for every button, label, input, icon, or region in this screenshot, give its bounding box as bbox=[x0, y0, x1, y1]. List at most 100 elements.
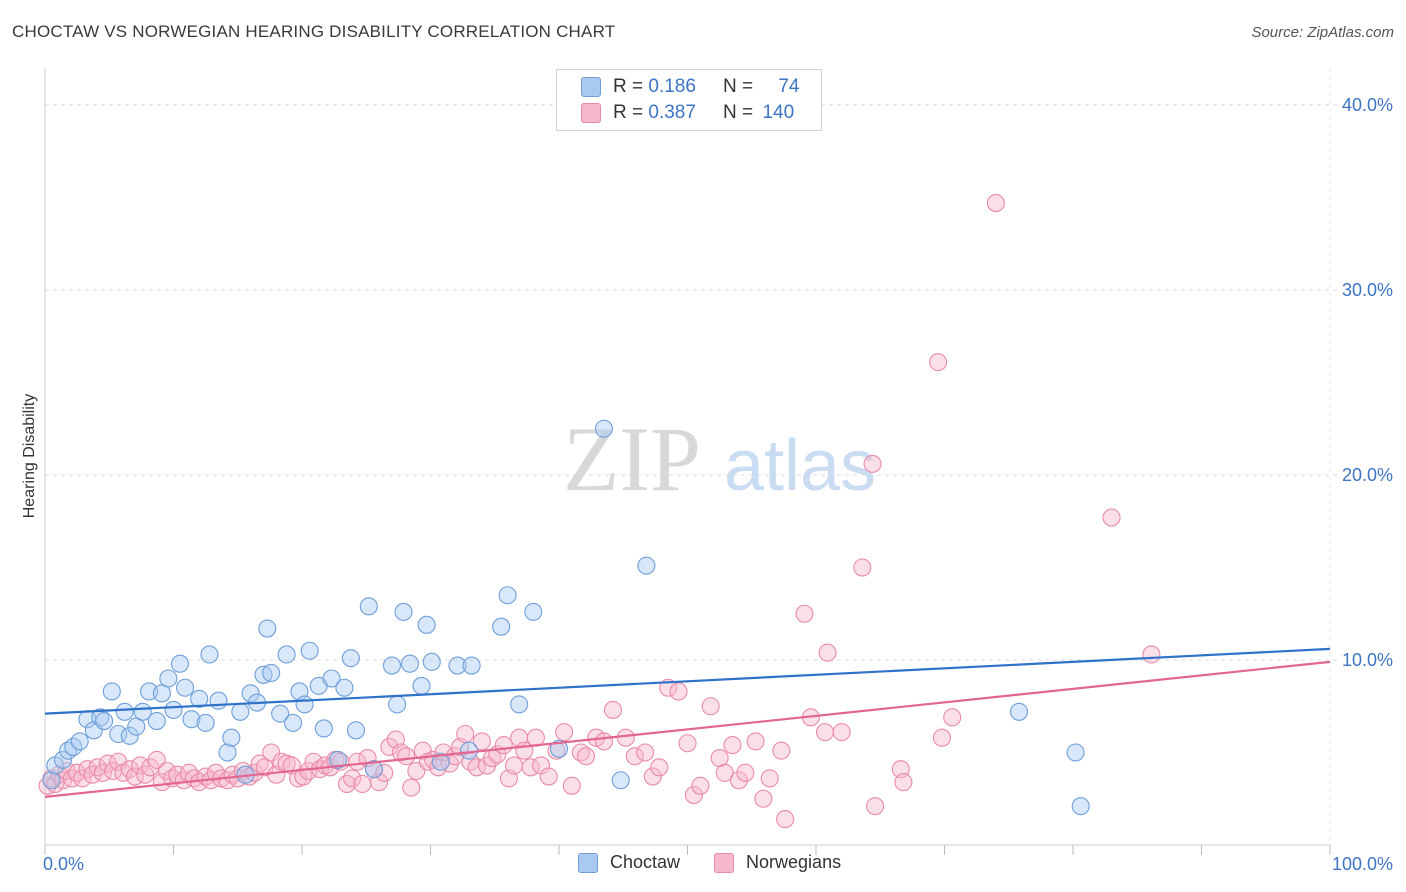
choctaw-point bbox=[388, 695, 407, 714]
y-tick-label: 40.0% bbox=[1342, 95, 1393, 115]
choctaw-point bbox=[200, 645, 219, 664]
norwegians-point bbox=[343, 769, 362, 788]
norwegians-point bbox=[603, 700, 623, 720]
choctaw-point bbox=[53, 750, 73, 769]
choctaw-point bbox=[102, 682, 121, 701]
x-tick-label: 100.0% bbox=[1332, 854, 1393, 874]
norwegians-point bbox=[348, 752, 367, 771]
series-legend-swatch-norwegians bbox=[714, 852, 735, 873]
choctaw-point bbox=[271, 704, 290, 723]
choctaw-point bbox=[462, 656, 481, 675]
norwegians-point bbox=[701, 697, 720, 716]
norwegians-point bbox=[402, 778, 421, 797]
choctaw-point bbox=[254, 665, 273, 684]
choctaw-point bbox=[262, 663, 281, 683]
choctaw-point bbox=[412, 676, 431, 695]
norwegians-point bbox=[504, 756, 524, 775]
choctaw-point bbox=[170, 654, 189, 673]
choctaw-point bbox=[42, 771, 61, 790]
choctaw-point bbox=[218, 743, 237, 762]
chart-source: Source: ZipAtlas.com bbox=[1251, 24, 1394, 41]
choctaw-point bbox=[222, 728, 241, 747]
choctaw-point bbox=[70, 732, 89, 751]
choctaw-point bbox=[164, 700, 183, 720]
series-choctaw bbox=[42, 419, 1090, 816]
norwegians-point bbox=[815, 723, 835, 742]
legend-swatch-norwegians bbox=[581, 103, 601, 123]
choctaw-point bbox=[231, 702, 250, 721]
norwegians-point bbox=[818, 643, 837, 662]
norwegians-point bbox=[866, 797, 885, 816]
choctaw-point bbox=[322, 669, 341, 688]
norwegians-point bbox=[73, 769, 92, 788]
norwegians-point bbox=[539, 767, 558, 786]
choctaw-point bbox=[364, 760, 384, 779]
choctaw-point bbox=[448, 656, 467, 675]
norwegians-trendline bbox=[44, 660, 1331, 798]
norwegians-point bbox=[68, 763, 87, 782]
norwegians-point bbox=[754, 789, 773, 808]
legend-n-value: 140 bbox=[762, 102, 795, 123]
choctaw-point bbox=[196, 713, 215, 732]
norwegians-point bbox=[736, 763, 755, 782]
norwegians-point bbox=[294, 767, 313, 786]
choctaw-point bbox=[611, 771, 630, 790]
norwegians-point bbox=[929, 353, 948, 372]
norwegians-point bbox=[147, 750, 166, 769]
norwegians-point bbox=[616, 728, 635, 747]
choctaw-point bbox=[492, 617, 511, 636]
norwegians-point bbox=[304, 752, 323, 771]
norwegians-point bbox=[337, 774, 357, 794]
choctaw-point bbox=[277, 645, 296, 664]
norwegians-point bbox=[152, 773, 171, 792]
norwegians-point bbox=[723, 736, 742, 755]
norwegians-point bbox=[494, 736, 513, 755]
choctaw-point bbox=[241, 684, 260, 703]
norwegians-point bbox=[746, 732, 765, 751]
y-tick-label: 10.0% bbox=[1342, 650, 1393, 670]
norwegians-point bbox=[245, 763, 264, 782]
choctaw-point bbox=[400, 654, 419, 673]
norwegians-point bbox=[1142, 645, 1161, 664]
y-axis-label: Hearing Disability bbox=[21, 394, 38, 519]
y-tick-label: 20.0% bbox=[1342, 465, 1393, 485]
choctaw-point bbox=[431, 752, 450, 771]
choctaw-point bbox=[190, 689, 209, 708]
choctaw-point bbox=[1066, 743, 1085, 762]
norwegians-point bbox=[650, 758, 669, 777]
choctaw-point bbox=[549, 739, 569, 758]
norwegians-point bbox=[1102, 508, 1121, 527]
choctaw-point bbox=[176, 678, 195, 697]
norwegians-point bbox=[397, 747, 416, 766]
choctaw-point bbox=[295, 695, 314, 714]
legend-r-label: R = bbox=[613, 102, 644, 123]
choctaw-point bbox=[422, 652, 441, 671]
norwegians-point bbox=[88, 758, 107, 777]
norwegians-point bbox=[625, 747, 644, 766]
norwegians-point bbox=[576, 747, 596, 766]
legend-n-label: N = bbox=[722, 76, 754, 97]
legend-r-label: R = bbox=[613, 76, 644, 97]
choctaw-point bbox=[341, 649, 360, 668]
norwegians-point bbox=[691, 776, 710, 795]
choctaw-point bbox=[258, 619, 277, 638]
choctaw-point bbox=[159, 669, 178, 688]
norwegians-point bbox=[594, 732, 614, 751]
choctaw-point bbox=[417, 615, 436, 634]
norwegians-point bbox=[772, 741, 791, 760]
watermark-zip: ZIP bbox=[563, 408, 701, 510]
norwegians-point bbox=[636, 743, 655, 762]
choctaw-point bbox=[300, 641, 319, 660]
y-tick-label: 30.0% bbox=[1342, 280, 1393, 300]
choctaw-point bbox=[510, 695, 529, 714]
axes bbox=[44, 68, 1331, 855]
choctaw-point bbox=[209, 691, 228, 710]
norwegians-point bbox=[715, 763, 734, 782]
norwegians-point bbox=[729, 771, 748, 790]
choctaw-point bbox=[498, 586, 517, 605]
correlation-legend: R = 0.186 N = 74 R = 0.387 N = 140 bbox=[556, 69, 822, 131]
choctaw-point bbox=[115, 702, 134, 721]
norwegians-point bbox=[776, 810, 795, 829]
legend-row-choctaw: R = 0.186 N = 74 bbox=[581, 74, 809, 100]
